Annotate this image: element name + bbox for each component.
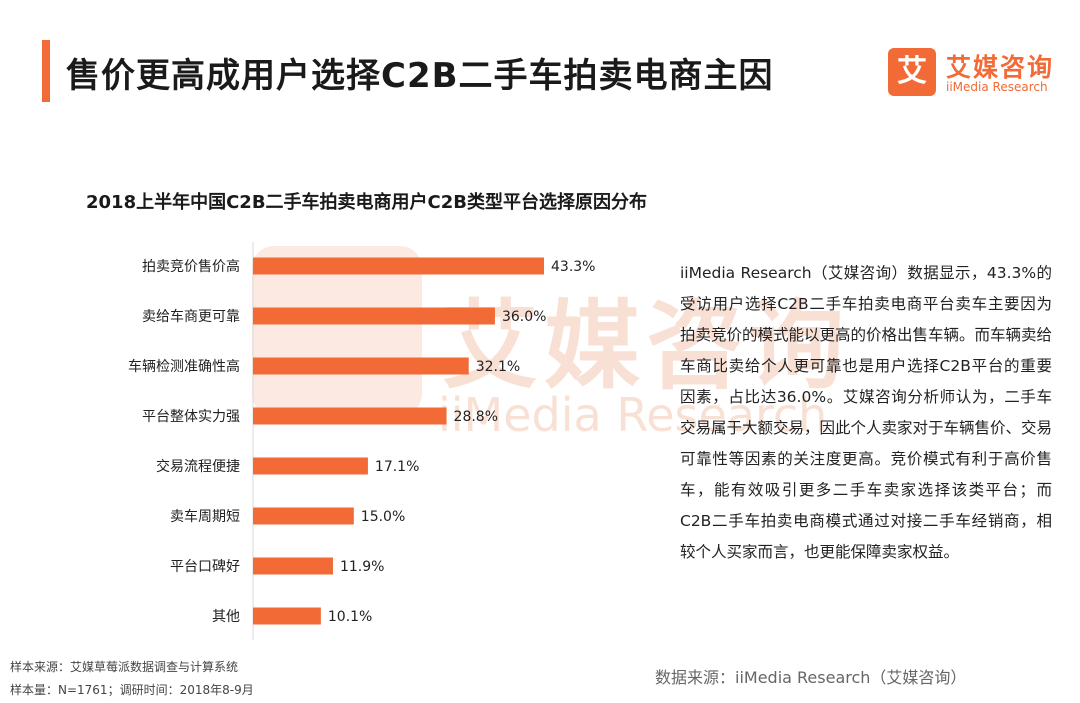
value-label: 36.0% [502, 309, 546, 325]
analysis-text: iiMedia Research（艾媒咨询）数据显示，43.3%的受访用户选择C… [680, 264, 1053, 561]
bar [253, 507, 354, 525]
sample-source: 样本来源：艾媒草莓派数据调查与计算系统 [10, 660, 239, 674]
value-label: 32.1% [476, 359, 520, 375]
value-label: 10.1% [328, 609, 372, 625]
logo-cn-text: 艾媒咨询 [946, 53, 1055, 82]
value-label: 15.0% [361, 509, 405, 525]
category-label: 其他 [212, 609, 240, 625]
value-label: 11.9% [340, 559, 384, 575]
category-label: 拍卖竞价售价高 [142, 258, 240, 275]
page-title: 售价更高成用户选择C2B二手车拍卖电商主因 [66, 56, 774, 96]
value-label: 43.3% [551, 259, 595, 275]
data-source: 数据来源：iiMedia Research（艾媒咨询） [655, 668, 967, 687]
bar [253, 557, 333, 575]
bar [253, 407, 447, 425]
bar [253, 357, 469, 375]
bar [253, 607, 321, 625]
sample-size: 样本量：N=1761；调研时间：2018年8-9月 [10, 683, 254, 697]
bar [253, 307, 495, 325]
bar [253, 257, 544, 275]
title-accent-bar [42, 40, 50, 102]
category-label: 平台口碑好 [170, 559, 240, 575]
category-label: 卖车周期短 [170, 508, 240, 525]
category-label: 平台整体实力强 [142, 409, 240, 425]
chart-title: 2018上半年中国C2B二手车拍卖电商用户C2B类型平台选择原因分布 [86, 192, 648, 213]
bar [253, 457, 368, 475]
category-label: 卖给车商更可靠 [142, 308, 240, 325]
logo-en-text: iiMedia Research [946, 80, 1048, 94]
brand-logo: 艾 艾媒咨询 iiMedia Research [888, 46, 1063, 104]
category-label: 交易流程便捷 [156, 458, 240, 475]
logo-mark-icon: 艾 [888, 48, 936, 96]
value-label: 28.8% [454, 409, 498, 425]
value-label: 17.1% [375, 459, 419, 475]
category-label: 车辆检测准确性高 [128, 358, 240, 375]
